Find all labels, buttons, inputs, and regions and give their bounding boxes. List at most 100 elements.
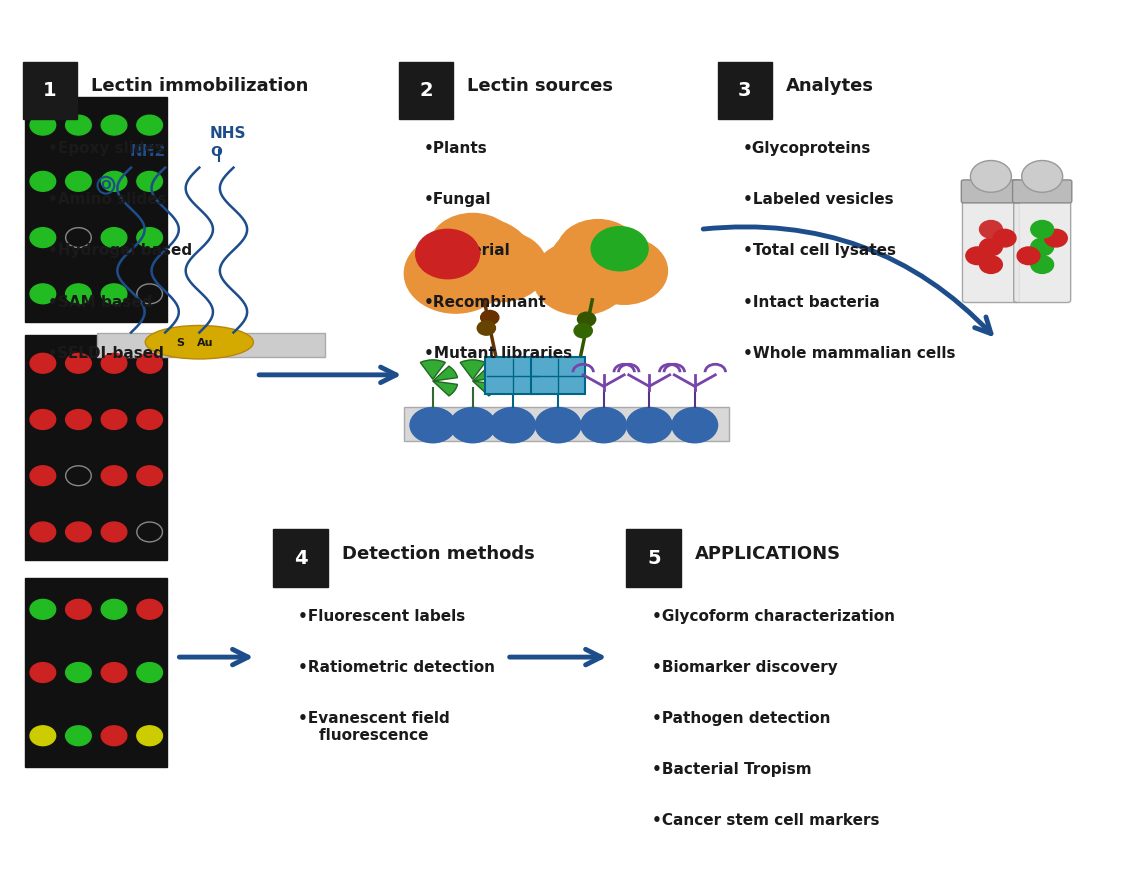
Text: •SELDI-based: •SELDI-based (48, 346, 165, 361)
Text: •Cancer stem cell markers: •Cancer stem cell markers (652, 813, 879, 828)
Circle shape (581, 407, 626, 443)
Circle shape (66, 171, 91, 191)
Circle shape (30, 116, 56, 135)
Circle shape (424, 218, 533, 303)
Circle shape (137, 354, 163, 373)
FancyBboxPatch shape (961, 180, 1021, 203)
Text: •Plants: •Plants (424, 141, 487, 156)
Circle shape (1017, 247, 1040, 265)
Circle shape (416, 229, 480, 279)
Circle shape (456, 231, 547, 302)
Circle shape (66, 662, 91, 683)
Circle shape (66, 600, 91, 619)
Circle shape (404, 234, 507, 313)
FancyBboxPatch shape (404, 407, 729, 441)
Wedge shape (420, 360, 445, 379)
Text: •Epoxy slides: •Epoxy slides (48, 141, 164, 156)
FancyBboxPatch shape (25, 97, 167, 322)
Circle shape (30, 466, 56, 486)
Circle shape (557, 220, 639, 283)
Text: 4: 4 (294, 549, 308, 568)
Text: •Total cell lysates: •Total cell lysates (743, 243, 895, 258)
Circle shape (1031, 238, 1054, 256)
Circle shape (577, 312, 596, 326)
FancyBboxPatch shape (626, 529, 681, 587)
Wedge shape (460, 360, 485, 379)
FancyBboxPatch shape (1014, 196, 1071, 303)
Circle shape (101, 354, 126, 373)
Circle shape (66, 354, 91, 373)
Text: •Bacterial Tropism: •Bacterial Tropism (652, 762, 811, 777)
Text: •Bacterial: •Bacterial (424, 243, 510, 258)
Circle shape (30, 284, 56, 303)
Text: O: O (100, 179, 112, 191)
Circle shape (137, 409, 163, 430)
Circle shape (66, 726, 91, 745)
Circle shape (980, 256, 1002, 273)
Circle shape (533, 241, 629, 315)
Circle shape (101, 284, 126, 303)
Circle shape (101, 600, 126, 619)
Circle shape (30, 600, 56, 619)
FancyBboxPatch shape (718, 62, 772, 119)
Text: 3: 3 (738, 81, 752, 101)
Circle shape (980, 220, 1002, 238)
Circle shape (966, 247, 989, 265)
FancyBboxPatch shape (1013, 180, 1072, 203)
Wedge shape (473, 366, 498, 381)
Circle shape (477, 321, 495, 335)
FancyBboxPatch shape (97, 333, 325, 357)
Text: NHS: NHS (210, 126, 246, 141)
Circle shape (1031, 220, 1054, 238)
Text: S: S (175, 338, 185, 348)
Circle shape (481, 310, 499, 325)
Circle shape (30, 409, 56, 430)
Wedge shape (433, 381, 458, 396)
Text: •Evanescent field
    fluorescence: •Evanescent field fluorescence (298, 711, 450, 744)
Circle shape (626, 407, 672, 443)
Text: Lectin sources: Lectin sources (467, 78, 613, 95)
Circle shape (581, 237, 667, 304)
Text: Detection methods: Detection methods (342, 545, 534, 563)
FancyBboxPatch shape (962, 196, 1019, 303)
Circle shape (137, 662, 163, 683)
Text: •Fungal: •Fungal (424, 192, 491, 207)
Text: •Hydrogel based: •Hydrogel based (48, 243, 192, 258)
Text: Analytes: Analytes (786, 78, 874, 95)
Circle shape (591, 227, 648, 271)
Wedge shape (433, 366, 458, 381)
Circle shape (549, 224, 654, 305)
FancyBboxPatch shape (399, 62, 453, 119)
Text: •Recombinant: •Recombinant (424, 295, 547, 310)
Circle shape (101, 409, 126, 430)
FancyBboxPatch shape (531, 357, 585, 394)
Circle shape (101, 171, 126, 191)
Circle shape (101, 662, 126, 683)
FancyBboxPatch shape (25, 578, 167, 767)
Circle shape (980, 238, 1002, 256)
Circle shape (101, 726, 126, 745)
Circle shape (429, 213, 516, 280)
Circle shape (30, 522, 56, 542)
Circle shape (30, 726, 56, 745)
Circle shape (1022, 161, 1063, 192)
Circle shape (137, 228, 163, 248)
Circle shape (137, 726, 163, 745)
FancyBboxPatch shape (25, 335, 167, 560)
Circle shape (30, 171, 56, 191)
Text: 1: 1 (43, 81, 57, 101)
Text: 5: 5 (647, 549, 661, 568)
Text: •Fluorescent labels: •Fluorescent labels (298, 609, 466, 624)
Circle shape (137, 466, 163, 486)
Circle shape (66, 522, 91, 542)
Circle shape (101, 116, 126, 135)
Text: Au: Au (197, 338, 213, 348)
Circle shape (101, 522, 126, 542)
Circle shape (410, 407, 456, 443)
Circle shape (535, 407, 581, 443)
Circle shape (137, 600, 163, 619)
Text: •Pathogen detection: •Pathogen detection (652, 711, 830, 726)
Text: O: O (211, 145, 222, 159)
Circle shape (574, 324, 592, 338)
Text: •Intact bacteria: •Intact bacteria (743, 295, 879, 310)
